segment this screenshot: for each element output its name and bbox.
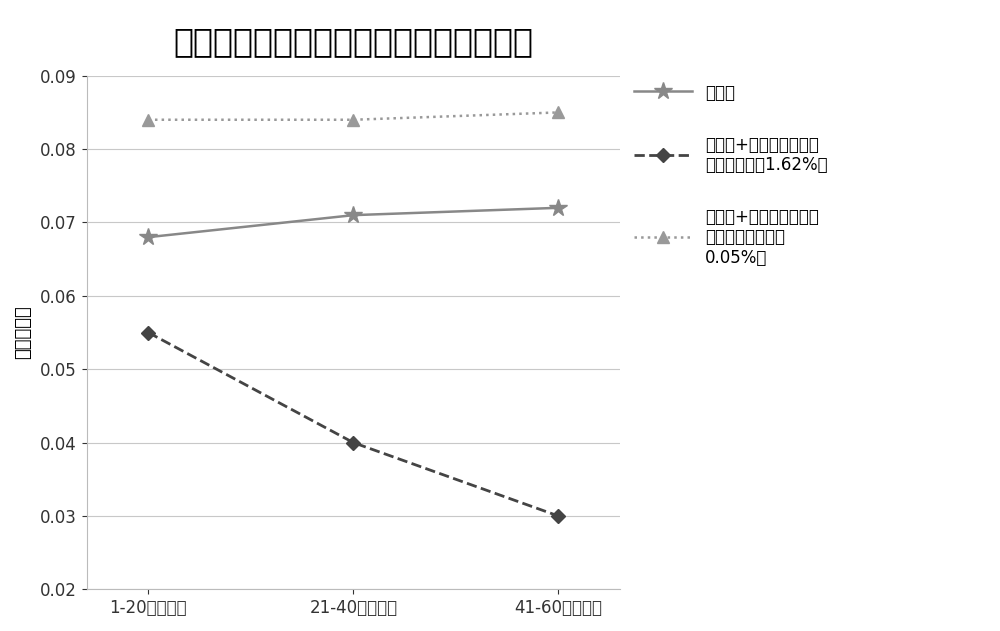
提取物+雾化剂（提取物
带来的糖含量1.62%） — [142, 329, 154, 336]
提取物+雾化剂（提取物
带来的糖含量降到
0.05%） — [552, 109, 564, 116]
Line: 提取物+雾化剂（提取物
带来的糖含量1.62%）: 提取物+雾化剂（提取物 带来的糖含量1.62%） — [143, 327, 563, 521]
雾化剂 — [347, 211, 359, 219]
雾化剂 — [142, 233, 154, 241]
提取物+雾化剂（提取物
带来的糖含量1.62%） — [347, 439, 359, 446]
提取物+雾化剂（提取物
带来的糖含量降到
0.05%） — [142, 116, 154, 124]
Line: 雾化剂: 雾化剂 — [139, 199, 568, 246]
Legend: 雾化剂, 提取物+雾化剂（提取物
带来的糖含量1.62%）, 提取物+雾化剂（提取物
带来的糖含量降到
0.05%）: 雾化剂, 提取物+雾化剂（提取物 带来的糖含量1.62%）, 提取物+雾化剂（提… — [634, 84, 828, 268]
提取物+雾化剂（提取物
带来的糖含量1.62%） — [552, 512, 564, 520]
提取物+雾化剂（提取物
带来的糖含量降到
0.05%） — [347, 116, 359, 124]
Y-axis label: 失重（克）: 失重（克） — [14, 305, 32, 360]
Line: 提取物+雾化剂（提取物
带来的糖含量降到
0.05%）: 提取物+雾化剂（提取物 带来的糖含量降到 0.05%） — [142, 106, 565, 126]
雾化剂 — [552, 204, 564, 211]
Title: 提取物中不同糖含量对电子烟失重的影响: 提取物中不同糖含量对电子烟失重的影响 — [173, 25, 533, 57]
